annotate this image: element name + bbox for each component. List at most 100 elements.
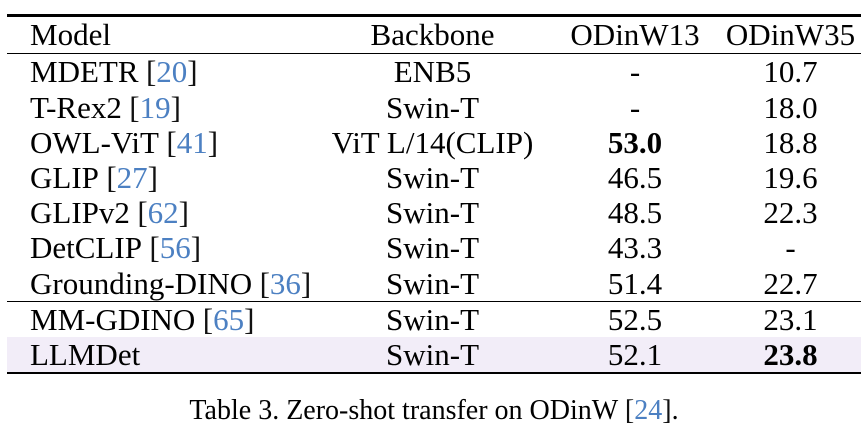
model-cell: DetCLIP [56] [7, 232, 315, 263]
caption-citation: [24] [625, 395, 672, 426]
citation-link[interactable]: 27 [116, 159, 148, 195]
backbone-cell: Swin-T [386, 265, 479, 301]
backbone-cell: Swin-T [386, 230, 479, 266]
table-row: T-Rex2 [19] Swin-T - 18.0 [7, 89, 861, 124]
column-header-odinw35: ODinW35 [725, 17, 856, 53]
column-header-odinw13: ODinW13 [570, 17, 700, 53]
table-row: GLIP [27] Swin-T 46.5 19.6 [7, 160, 861, 195]
model-cell: LLMDet [7, 339, 315, 370]
model-name: MDETR [30, 54, 139, 90]
citation-close-bracket: ] [190, 230, 202, 266]
citation-open-bracket: [ [129, 89, 140, 125]
table-body: MDETR [20] ENB5-10.7 T-Rex2 [19] Swin-T -18.0 O… [7, 54, 861, 372]
odinw35-value: 10.7 [763, 54, 818, 90]
backbone-cell: Swin-T [386, 89, 479, 125]
model-cell: GLIP [27] [7, 162, 315, 193]
citation-close-bracket: ] [207, 124, 219, 160]
odinw13-value: 43.3 [607, 230, 663, 266]
odinw35-value: 18.0 [763, 89, 818, 125]
table-row: OWL-ViT [41] ViT L/14(CLIP) 53.0 18.8 [7, 125, 861, 160]
citation-open-bracket: [ [145, 54, 157, 90]
model-citation: [62] [137, 195, 189, 230]
odinw35-value: - [785, 230, 796, 266]
column-header-backbone: Backbone [370, 17, 495, 53]
model-name: Grounding-DINO [30, 265, 253, 301]
table-caption: Table 3. Zero-shot transfer on ODinW [24]… [0, 393, 868, 429]
odinw13-value: 51.4 [607, 265, 663, 301]
table-row: DetCLIP [56] Swin-T 43.3 - [7, 230, 861, 265]
backbone-cell: ViT L/14(CLIP) [331, 124, 534, 160]
citation-open-bracket: [ [106, 159, 117, 195]
backbone-cell: Swin-T [386, 302, 479, 338]
caption-text: Table 3. Zero-shot transfer on ODinW [189, 395, 619, 426]
model-name: DetCLIP [30, 230, 142, 266]
citation-link[interactable]: 56 [159, 230, 191, 266]
backbone-cell: Swin-T [386, 195, 479, 231]
citation-open-bracket: [ [149, 230, 160, 266]
citation-link[interactable]: 65 [213, 302, 245, 338]
odinw35-value: 22.3 [763, 195, 818, 231]
odinw13-value: - [629, 89, 641, 125]
odinw13-value: 52.5 [607, 302, 663, 338]
table-row-highlighted: LLMDet Swin-T 52.1 23.8 [7, 336, 861, 372]
table-row: MDETR [20] ENB5 - 10.7 [7, 54, 861, 89]
citation-link[interactable]: 24 [634, 395, 663, 426]
odinw13-value: 46.5 [607, 159, 663, 195]
table-row: MM-GDINO [65] Swin-T 52.5 23.1 [7, 302, 861, 337]
odinw35-value: 22.7 [763, 265, 818, 301]
table-row: GLIPv2 [62] Swin-T 48.5 22.3 [7, 195, 861, 230]
citation-link[interactable]: 36 [269, 265, 301, 301]
citation-link[interactable]: 19 [139, 89, 171, 125]
backbone-cell: Swin-T [386, 159, 479, 195]
table-header-row: Model Backbone ODinW13 ODinW35 [7, 17, 861, 53]
model-cell: Grounding-DINO [36] [7, 268, 315, 299]
model-name: GLIPv2 [30, 195, 130, 231]
header-separator-rule [7, 52, 861, 55]
column-header-model: Model [30, 17, 111, 53]
citation-close-bracket: ] [244, 302, 255, 338]
model-citation: [41] [166, 125, 218, 160]
model-name: T-Rex2 [30, 89, 122, 125]
model-cell: MDETR [20] [7, 56, 315, 87]
citation-close-bracket: ] [300, 265, 312, 301]
citation-link[interactable]: 20 [156, 54, 188, 90]
table-row: Grounding-DINO [36] Swin-T 51.4 22.7 [7, 265, 861, 300]
citation-open-bracket: [ [624, 395, 635, 426]
model-citation: [56] [149, 230, 201, 265]
odinw13-value: - [629, 54, 641, 90]
citation-open-bracket: [ [137, 195, 148, 231]
citation-link[interactable]: 62 [147, 195, 179, 231]
odinw35-value: 23.1 [763, 302, 818, 338]
citation-open-bracket: [ [166, 124, 177, 160]
backbone-cell: Swin-T [386, 336, 479, 372]
group-separator-rule [7, 300, 861, 303]
model-cell: OWL-ViT [41] [7, 127, 315, 158]
model-citation: [27] [106, 160, 158, 195]
table-top-rule [7, 14, 861, 17]
odinw13-value: 53.0 [607, 124, 663, 160]
citation-close-bracket: ] [178, 195, 189, 231]
citation-open-bracket: [ [202, 302, 214, 338]
odinw13-value: 48.5 [607, 195, 663, 231]
model-name: OWL-ViT [30, 124, 159, 160]
citation-link[interactable]: 41 [176, 124, 208, 160]
citation-close-bracket: ] [170, 89, 181, 125]
model-cell: MM-GDINO [65] [7, 304, 315, 335]
model-citation: [36] [260, 266, 312, 301]
odinw35-value: 23.8 [763, 336, 818, 372]
model-name: LLMDet [30, 336, 141, 372]
citation-close-bracket: ] [147, 159, 158, 195]
model-name: GLIP [30, 159, 99, 195]
citation-close-bracket: ] [187, 54, 198, 90]
model-citation: [65] [203, 302, 255, 337]
caption-period: . [671, 395, 679, 426]
model-citation: [20] [146, 54, 198, 89]
model-cell: T-Rex2 [19] [7, 92, 315, 123]
citation-close-bracket: ] [662, 395, 672, 426]
citation-open-bracket: [ [259, 265, 270, 301]
model-name: MM-GDINO [30, 302, 196, 338]
backbone-cell: ENB5 [393, 54, 472, 90]
odinw35-value: 18.8 [763, 124, 818, 160]
model-citation: [19] [129, 90, 181, 125]
